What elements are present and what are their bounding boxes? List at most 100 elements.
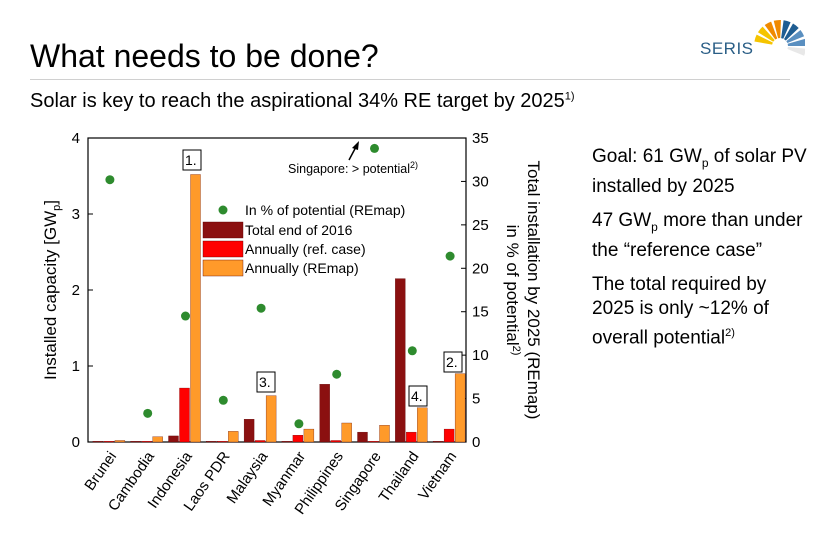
y2-axis-label-line1: Total installation by 2025 (REmap) <box>524 161 543 420</box>
y-tick-label: 0 <box>72 434 80 451</box>
seris-logo-icon <box>754 20 806 56</box>
y-tick-label: 2 <box>72 282 80 299</box>
logo-ray <box>786 29 805 44</box>
logo-ray <box>787 46 806 56</box>
bar-brunei-s1 <box>103 441 115 443</box>
point-brunei <box>105 175 115 185</box>
bar-thailand-s0 <box>395 278 406 443</box>
bar-laos-pdr-s2 <box>228 431 239 443</box>
logo-ray <box>754 34 773 45</box>
y2-tick-label: 35 <box>472 130 489 147</box>
y2-tick-label: 5 <box>472 391 480 408</box>
singapore-arrow-head <box>352 141 359 150</box>
y-tick-label: 1 <box>72 358 80 375</box>
total-main: The total required by 2025 is only ~12% … <box>592 273 769 348</box>
point-philippines <box>332 369 342 379</box>
slide-title: What needs to be done? <box>30 38 379 74</box>
logo-ray <box>757 26 775 42</box>
point-vietnam <box>445 251 455 261</box>
bar-indonesia-s0 <box>168 435 179 443</box>
legend-label-s1: Annually (ref. case) <box>245 241 366 257</box>
bar-brunei-s2 <box>114 440 126 443</box>
bar-laos-pdr-s1 <box>217 441 228 443</box>
bar-indonesia-s1 <box>179 387 190 443</box>
bar-indonesia-s2 <box>190 174 201 443</box>
bar-myanmar-s1 <box>292 435 304 443</box>
y2-tick-label: 0 <box>472 434 480 451</box>
bar-malaysia-s2 <box>265 395 277 443</box>
total-footnote: 2) <box>725 326 735 339</box>
point-malaysia <box>256 303 266 313</box>
y2-tick-label: 30 <box>472 173 489 190</box>
bar-laos-pdr-s0 <box>206 441 217 443</box>
annotation-thailand-box <box>408 385 428 407</box>
y2-tick-label: 20 <box>472 260 489 277</box>
annotation-malaysia-box <box>256 371 276 393</box>
bar-vietnam-s0 <box>432 441 444 443</box>
legend-swatch-s1 <box>202 240 244 258</box>
more-suffix: more than under the “reference case” <box>592 209 803 261</box>
logo-ray <box>781 20 791 39</box>
x-tick-label: Brunei <box>81 449 120 494</box>
x-tick-label: Vietnam <box>415 449 460 504</box>
more-prefix: 47 GW <box>592 209 652 231</box>
bar-thailand-s1 <box>406 431 417 443</box>
title-divider <box>30 79 790 80</box>
bar-myanmar-s0 <box>281 441 293 443</box>
legend-label-s0: Total end of 2016 <box>245 222 353 238</box>
total-text: The total required by 2025 is only ~12% … <box>592 273 807 350</box>
logo-ray <box>787 38 806 46</box>
goal-text: Goal: 61 GWp of solar PV installed by 20… <box>592 145 807 199</box>
logo-ray <box>784 23 799 41</box>
y-tick-label: 4 <box>72 130 80 147</box>
point-cambodia <box>143 408 153 418</box>
bar-singapore-s2 <box>379 425 390 443</box>
more-text: 47 GWp more than under the “reference ca… <box>592 209 807 263</box>
annotation-thailand: 4. <box>411 388 423 404</box>
bar-singapore-s0 <box>357 431 368 443</box>
slide-subtitle: Solar is key to reach the aspirational 3… <box>30 90 575 113</box>
bar-cambodia-s2 <box>152 436 163 443</box>
legend-swatch-points <box>218 205 228 215</box>
goal-suffix: of solar PV installed by 2025 <box>592 146 807 197</box>
annotation-indonesia: 1. <box>185 152 197 168</box>
y2-axis-label-line2: in % of potential2) <box>503 225 522 356</box>
subtitle-footnote: 1) <box>564 90 575 103</box>
logo-text: SERIS <box>700 39 754 58</box>
y2-tick-label: 25 <box>472 217 489 234</box>
y2-tick-label: 10 <box>472 347 489 364</box>
bar-malaysia-s1 <box>254 440 266 443</box>
annotation-malaysia: 3. <box>259 374 271 390</box>
seris-logo: SERIS <box>700 10 806 72</box>
legend-label-s2: Annually (REmap) <box>245 260 359 276</box>
legend-swatch-s0 <box>202 221 244 239</box>
logo-ray <box>773 20 781 39</box>
bar-vietnam-s1 <box>443 428 455 443</box>
point-thailand <box>407 346 417 356</box>
side-text: Goal: 61 GWp of solar PV installed by 20… <box>592 145 807 360</box>
bar-philippines-s0 <box>319 384 330 443</box>
subtitle-text: Solar is key to reach the aspirational 3… <box>30 90 565 112</box>
bar-thailand-s2 <box>417 407 428 443</box>
bar-malaysia-s0 <box>243 419 255 443</box>
legend-label-points: In % of potential (REmap) <box>245 202 405 218</box>
bar-singapore-s1 <box>368 441 379 443</box>
point-myanmar <box>294 419 304 429</box>
solar-capacity-chart: 0 1 2 3 4 0 5 10 15 20 25 30 35 Installed capacity [G… <box>41 130 543 518</box>
point-singapore <box>370 143 379 153</box>
bar-philippines-s2 <box>341 422 352 443</box>
annotation-vietnam-box <box>443 351 463 373</box>
annotation-vietnam: 2. <box>446 354 458 370</box>
bar-myanmar-s2 <box>303 428 315 443</box>
bar-vietnam-s2 <box>454 373 466 443</box>
logo-ray <box>764 21 778 40</box>
more-sub: p <box>651 219 658 234</box>
goal-sub: p <box>701 155 709 170</box>
y2-tick-label: 15 <box>472 304 489 321</box>
point-laos-pdr <box>218 395 228 405</box>
y-tick-label: 3 <box>72 206 80 223</box>
legend-swatch-s2 <box>202 259 244 277</box>
bar-cambodia-s1 <box>141 441 152 443</box>
goal-prefix: Goal: 61 GW <box>592 146 702 167</box>
annotation-singapore: Singapore: > potential2) <box>288 160 418 176</box>
